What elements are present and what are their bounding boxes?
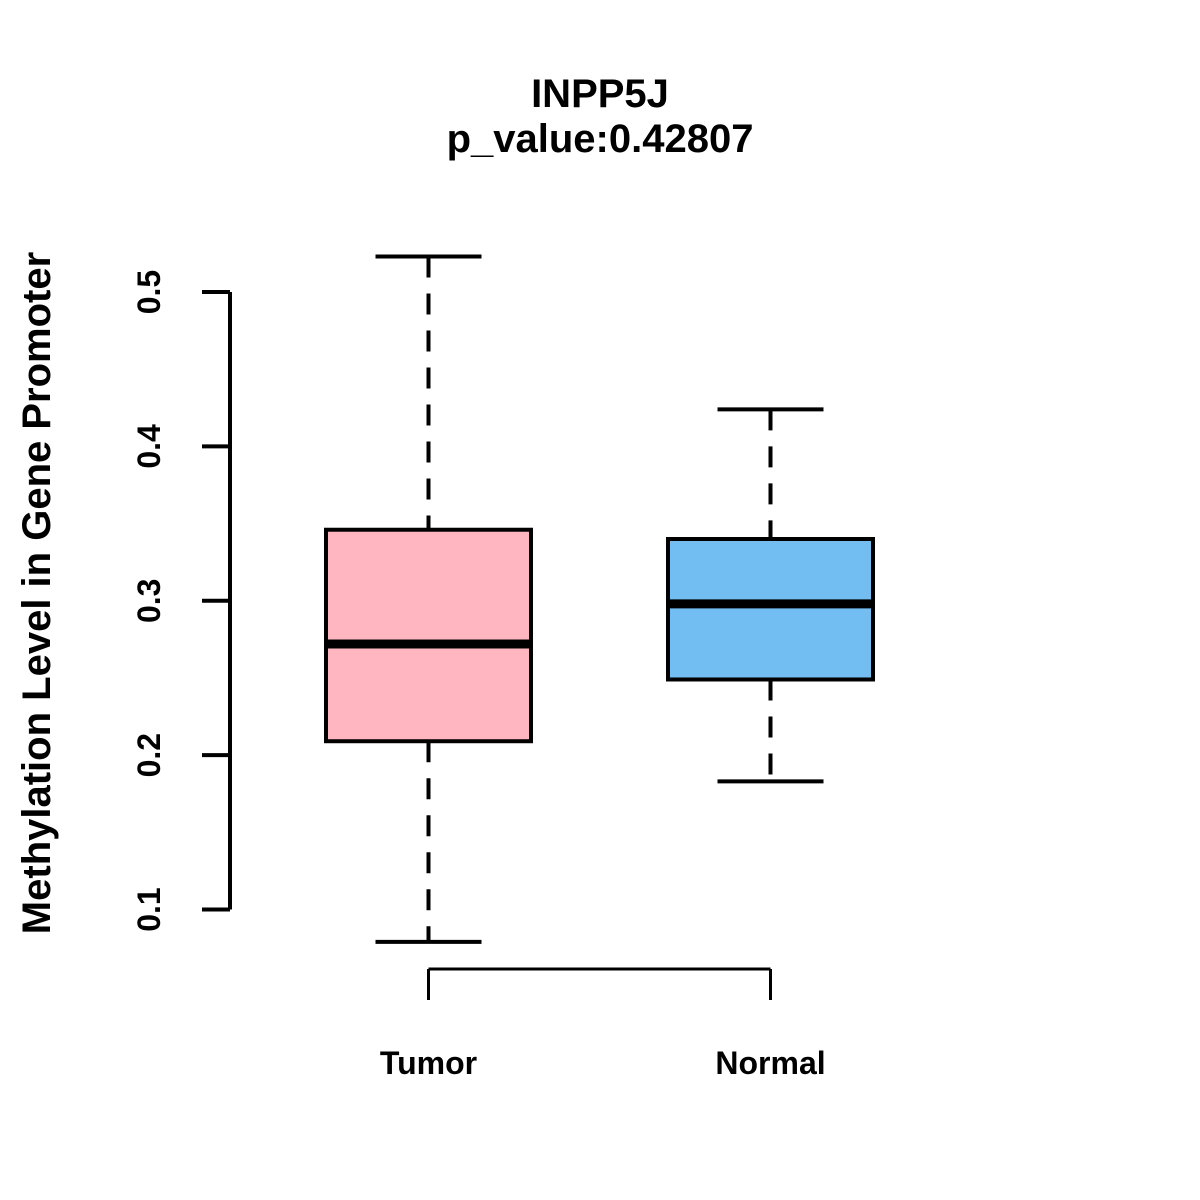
- group-label-tumor: Tumor: [380, 1045, 477, 1081]
- x-axis: Tumor Normal: [380, 967, 826, 1081]
- normal-box-group: [666, 407, 875, 784]
- y-tick-label: 0.4: [131, 424, 167, 469]
- y-tick-label: 0.5: [131, 270, 167, 314]
- y-tick-label: 0.3: [131, 579, 167, 623]
- chart-subtitle: p_value:0.42807: [447, 117, 754, 161]
- y-tick-label: 0.1: [131, 887, 167, 931]
- boxes-layer: [324, 254, 875, 944]
- chart-title: INPP5J: [531, 72, 669, 116]
- y-axis-title: Methylation Level in Gene Promoter: [15, 252, 59, 934]
- tumor-box-group: [324, 254, 533, 944]
- y-axis: 0.1 0.2 0.3 0.4 0.5: [131, 270, 232, 932]
- iqr-box: [324, 527, 533, 744]
- group-label-normal: Normal: [715, 1045, 825, 1081]
- y-tick-label: 0.2: [131, 733, 167, 777]
- iqr-box: [666, 537, 875, 682]
